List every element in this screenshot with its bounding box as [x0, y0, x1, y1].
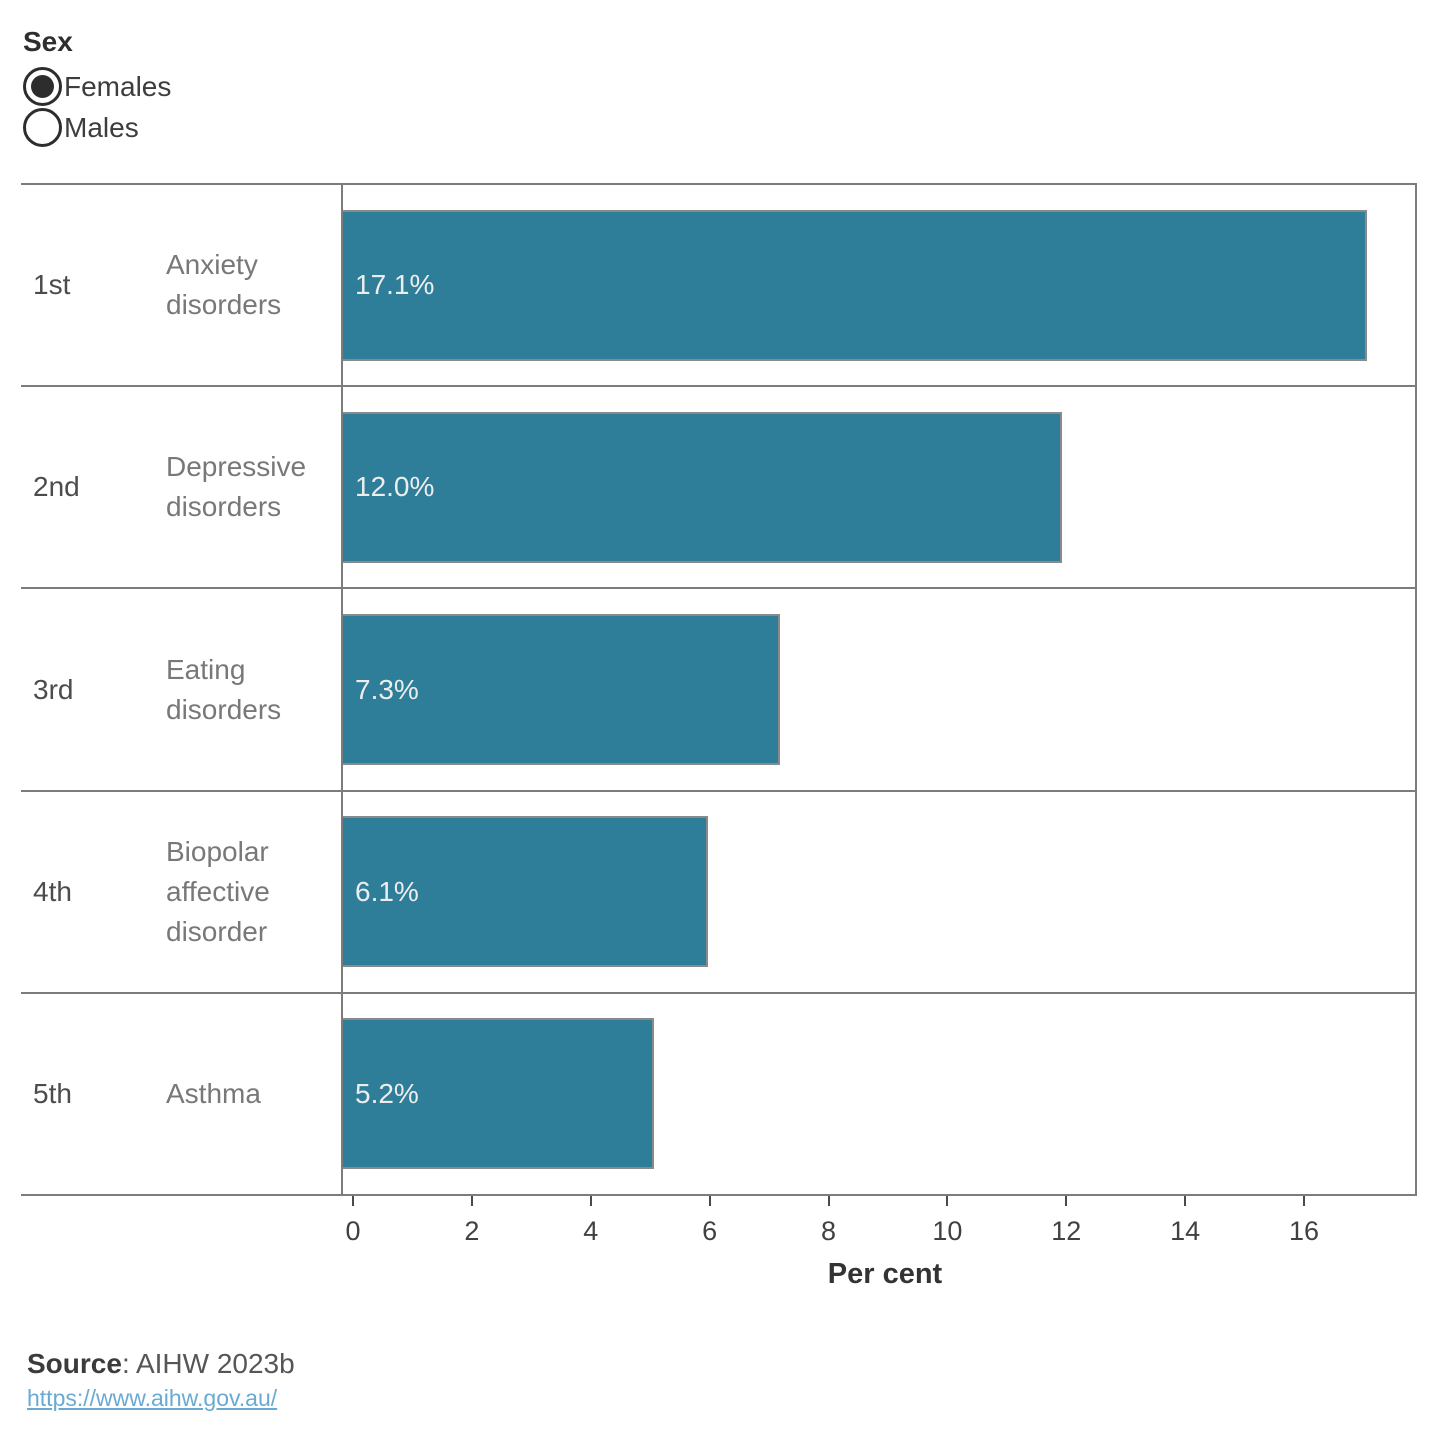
- axis-tick-label: 0: [345, 1216, 361, 1246]
- rank-label: 1st: [33, 269, 71, 301]
- axis-tick: [1065, 1196, 1068, 1206]
- axis-tick: [470, 1196, 473, 1206]
- category-label: Asthma: [166, 1077, 261, 1109]
- bar-value-label: 12.0%: [355, 471, 435, 503]
- bar[interactable]: 12.0%: [343, 411, 1062, 563]
- chart-row: 1st Anxiety disorders 17.1%: [21, 185, 1415, 388]
- plot-cell: 7.3%: [341, 589, 1415, 790]
- axis-tick: [946, 1196, 949, 1206]
- chart-row: 3rd Eating disorders 7.3%: [21, 589, 1415, 792]
- axis-tick-label: 2: [464, 1216, 480, 1246]
- radio-button-icon[interactable]: [23, 66, 62, 106]
- bar-value-label: 7.3%: [355, 673, 419, 705]
- axis-tick-label: 4: [583, 1216, 599, 1246]
- rank-label: 4th: [33, 875, 72, 907]
- axis-tick-label: 16: [1289, 1216, 1320, 1246]
- category-label: Biopolar affective disorder: [166, 835, 270, 947]
- axis-tick: [1303, 1196, 1306, 1206]
- axis-tick-label: 14: [1170, 1216, 1201, 1246]
- plot-cell: 5.2%: [341, 993, 1415, 1195]
- axis-tick-label: 10: [932, 1216, 963, 1246]
- bar-value-label: 6.1%: [355, 875, 419, 907]
- category-label: Anxiety disorders: [166, 249, 282, 321]
- category-label: Eating disorders: [166, 653, 282, 725]
- bar-value-label: 5.2%: [355, 1077, 419, 1109]
- sex-filter-title: Sex: [23, 26, 73, 57]
- radio-button-icon[interactable]: [23, 107, 62, 147]
- rank-label: 3rd: [33, 673, 74, 705]
- source-link[interactable]: https://www.aihw.gov.au/: [27, 1385, 278, 1411]
- axis-tick-label: 12: [1051, 1216, 1082, 1246]
- radio-selected-dot: [31, 74, 54, 98]
- radio-option-label[interactable]: Females: [64, 70, 172, 102]
- radio-option-males[interactable]: Males: [23, 107, 171, 148]
- rank-label: 2nd: [33, 471, 80, 503]
- bar-value-label: 17.1%: [355, 269, 435, 301]
- source-prefix: Source: [27, 1348, 122, 1379]
- axis-tick: [827, 1196, 830, 1206]
- axis-tick: [352, 1196, 354, 1206]
- radio-option-label[interactable]: Males: [64, 111, 139, 143]
- chart-row: 5th Asthma 5.2%: [21, 993, 1415, 1197]
- sex-filter: Sex Females Males: [23, 26, 171, 148]
- radio-option-females[interactable]: Females: [23, 66, 171, 107]
- axis-tick-label: 6: [702, 1216, 718, 1246]
- bar[interactable]: 17.1%: [343, 209, 1368, 361]
- bar-chart: 1st Anxiety disorders 17.1% 2nd Depressive d…: [21, 183, 1417, 1197]
- chart-row: 2nd Depressive disorders 12.0%: [21, 387, 1415, 590]
- source-citation: : AIHW 2023b: [121, 1348, 295, 1379]
- source-block: Source: AIHW 2023b https://www.aihw.gov.…: [27, 1348, 295, 1412]
- chart-row: 4th Biopolar affective disorder 6.1%: [21, 791, 1415, 994]
- category-label: Depressive disorders: [166, 451, 307, 523]
- rank-label: 5th: [33, 1077, 72, 1109]
- bar[interactable]: 7.3%: [343, 614, 781, 765]
- axis-tick: [708, 1196, 711, 1206]
- plot-cell: 6.1%: [341, 791, 1415, 992]
- axis-tick: [1184, 1196, 1187, 1206]
- bar[interactable]: 5.2%: [343, 1018, 655, 1170]
- bar[interactable]: 6.1%: [343, 816, 709, 968]
- x-axis: Per cent 0 2 4 6 8 10 12 14 16: [345, 1196, 1417, 1316]
- plot-cell: 12.0%: [341, 387, 1415, 588]
- source-text: Source: AIHW 2023b: [27, 1348, 295, 1380]
- axis-tick: [589, 1196, 592, 1206]
- x-axis-title: Per cent: [827, 1258, 943, 1290]
- plot-cell: 17.1%: [341, 185, 1415, 386]
- axis-tick-label: 8: [821, 1216, 837, 1246]
